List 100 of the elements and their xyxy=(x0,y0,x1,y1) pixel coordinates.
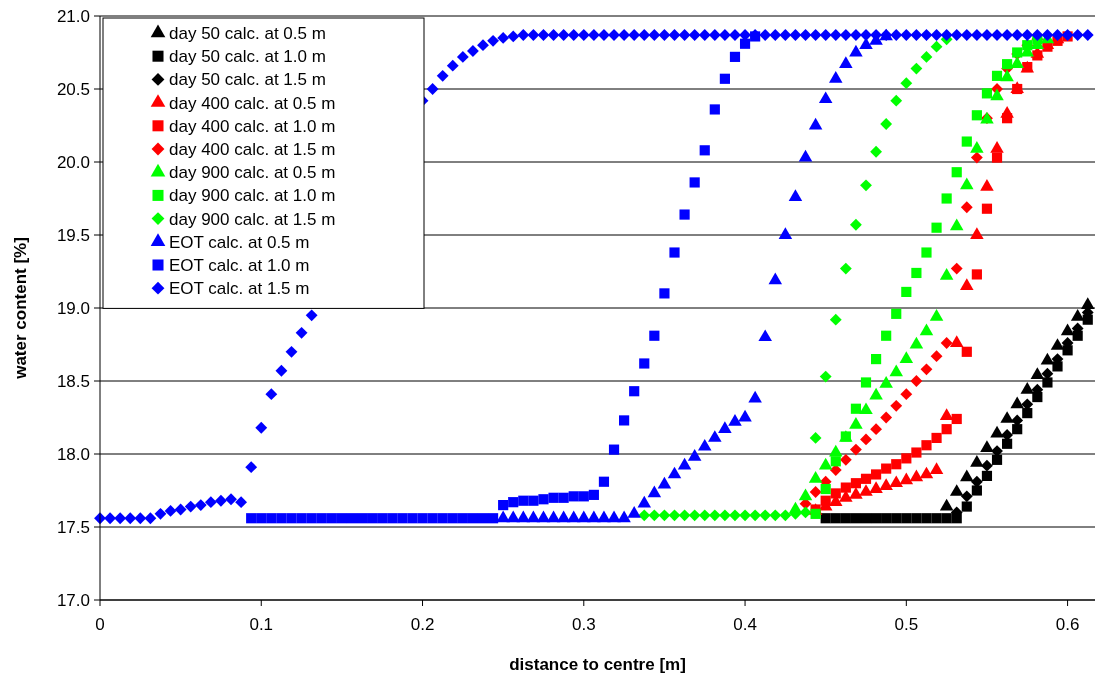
point xyxy=(941,513,952,524)
point xyxy=(688,509,701,522)
point xyxy=(709,104,720,115)
point xyxy=(840,482,851,493)
point xyxy=(889,475,903,488)
point xyxy=(708,509,721,522)
point xyxy=(891,308,902,319)
point xyxy=(768,272,783,285)
point xyxy=(678,509,691,522)
point xyxy=(860,377,872,388)
point xyxy=(739,509,751,522)
point xyxy=(367,513,378,524)
y-tick-label: 18.0 xyxy=(56,444,90,464)
point xyxy=(869,481,883,493)
point xyxy=(990,425,1004,438)
point xyxy=(1012,424,1023,435)
point xyxy=(558,492,569,503)
point xyxy=(920,363,933,376)
point xyxy=(961,501,972,512)
legend-label: day 50 calc. at 0.5 m xyxy=(169,23,326,43)
point xyxy=(829,70,843,83)
point xyxy=(910,62,923,75)
legend-label: day 400 calc. at 1.0 m xyxy=(169,116,336,136)
point xyxy=(377,513,388,524)
point xyxy=(879,478,893,491)
point xyxy=(809,432,822,444)
point xyxy=(900,388,913,401)
point xyxy=(901,453,912,464)
point xyxy=(1002,438,1013,449)
point xyxy=(931,222,942,233)
point xyxy=(901,286,912,298)
point xyxy=(276,513,287,524)
point xyxy=(941,193,952,204)
point xyxy=(991,454,1003,465)
point xyxy=(769,509,782,522)
point xyxy=(256,513,267,524)
point xyxy=(849,416,863,429)
point xyxy=(859,37,873,50)
point xyxy=(759,509,772,522)
point xyxy=(820,513,831,524)
point xyxy=(960,177,974,190)
point xyxy=(336,513,347,524)
point xyxy=(840,431,851,442)
point xyxy=(960,201,973,214)
point xyxy=(668,509,681,522)
point xyxy=(687,449,702,461)
point xyxy=(526,510,541,523)
point xyxy=(809,486,822,498)
point xyxy=(870,423,882,436)
point xyxy=(788,189,803,201)
y-tick-label: 17.0 xyxy=(56,590,90,610)
point xyxy=(839,262,852,275)
point xyxy=(667,466,682,479)
point xyxy=(839,453,852,466)
point xyxy=(850,218,862,231)
point xyxy=(506,510,520,523)
point xyxy=(778,227,793,239)
point xyxy=(850,478,862,489)
point xyxy=(326,513,337,524)
point xyxy=(286,513,297,524)
point xyxy=(647,485,662,498)
point xyxy=(1050,338,1065,350)
point xyxy=(619,415,630,426)
point xyxy=(930,40,943,53)
point xyxy=(548,492,559,503)
point xyxy=(407,513,418,524)
point xyxy=(697,438,712,451)
point xyxy=(931,513,942,524)
point xyxy=(568,491,579,502)
point xyxy=(698,509,711,522)
point xyxy=(437,513,448,524)
point xyxy=(960,490,973,503)
point xyxy=(830,488,841,499)
point xyxy=(498,500,509,511)
y-tick-label: 19.0 xyxy=(56,298,90,318)
point xyxy=(1030,367,1045,380)
x-axis-title: distance to centre [m] xyxy=(509,655,686,674)
point xyxy=(518,495,529,506)
point xyxy=(870,145,882,158)
point xyxy=(860,433,872,446)
point xyxy=(587,510,601,523)
point xyxy=(881,330,892,341)
point xyxy=(981,203,993,214)
legend-label: day 900 calc. at 1.5 m xyxy=(169,209,336,229)
point xyxy=(840,513,851,524)
point xyxy=(829,313,842,326)
point xyxy=(659,288,670,299)
point xyxy=(820,495,831,506)
legend-label: EOT calc. at 1.0 m xyxy=(169,255,310,275)
point xyxy=(749,509,762,522)
point xyxy=(960,469,974,482)
x-tick-label: 0.5 xyxy=(894,615,919,634)
point xyxy=(617,510,631,523)
point xyxy=(921,513,932,524)
point xyxy=(980,440,994,453)
point xyxy=(629,386,640,397)
point xyxy=(296,513,307,524)
y-tick-label: 20.0 xyxy=(56,152,90,172)
point xyxy=(971,485,982,496)
point xyxy=(891,513,902,524)
